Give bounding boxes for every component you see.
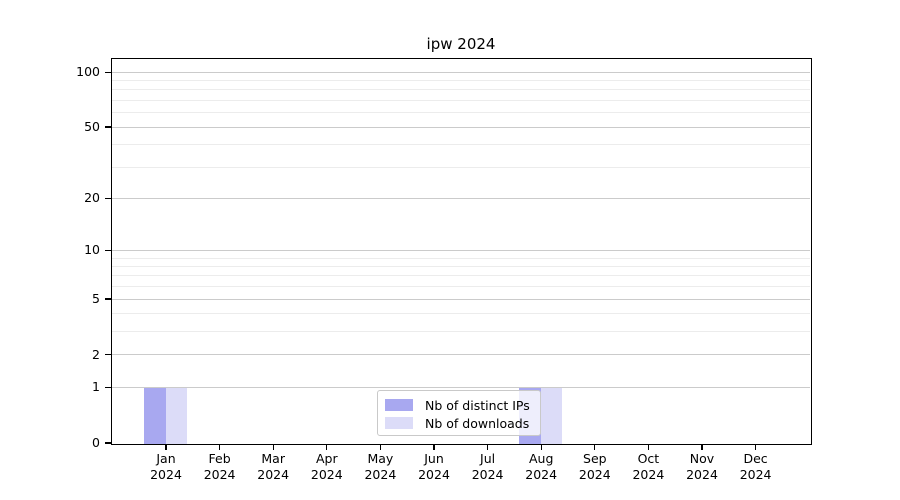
y-tick-label: 0 xyxy=(92,435,100,450)
major-gridline xyxy=(111,71,810,73)
minor-gridline xyxy=(111,313,810,315)
x-tick xyxy=(326,444,328,450)
y-tick-label: 100 xyxy=(76,64,100,80)
x-tick-label: Jul 2024 xyxy=(471,451,504,482)
minor-gridline xyxy=(111,89,810,91)
minor-gridline xyxy=(111,166,810,168)
y-tick-label: 1 xyxy=(92,379,100,395)
major-gridline xyxy=(111,386,810,388)
x-tick xyxy=(754,444,757,450)
y-tick xyxy=(104,442,111,444)
x-tick-label: Mar 2024 xyxy=(257,451,290,482)
minor-gridline xyxy=(111,275,810,277)
x-tick-label: Jan 2024 xyxy=(150,451,182,482)
x-tick-label: Dec 2024 xyxy=(739,451,772,482)
x-tick-label: Jun 2024 xyxy=(418,451,450,482)
y-tick-label: 20 xyxy=(84,190,100,206)
minor-gridline xyxy=(111,331,810,333)
x-tick xyxy=(218,444,221,450)
major-gridline xyxy=(111,197,810,199)
x-tick xyxy=(540,444,542,450)
x-tick-label: Oct 2024 xyxy=(632,451,665,482)
x-tick-label: Apr 2024 xyxy=(310,451,343,482)
x-tick xyxy=(433,444,435,450)
major-gridline xyxy=(111,249,810,251)
bar-downloads-aug xyxy=(540,387,563,444)
minor-gridline xyxy=(111,144,810,146)
major-gridline xyxy=(111,126,810,128)
legend-label-downloads: Nb of downloads xyxy=(425,415,530,431)
x-tick xyxy=(165,444,167,450)
x-tick xyxy=(272,444,274,450)
minor-gridline xyxy=(111,257,810,259)
legend-entry-downloads: Nb of downloads xyxy=(378,414,540,432)
y-tick xyxy=(104,298,111,300)
legend: Nb of distinct IPs Nb of downloads xyxy=(377,390,541,436)
legend-swatch-downloads xyxy=(385,417,413,429)
major-gridline xyxy=(111,354,810,356)
minor-gridline xyxy=(111,100,810,102)
y-tick-label: 5 xyxy=(92,291,100,307)
y-tick xyxy=(104,126,111,128)
minor-gridline xyxy=(111,112,810,114)
x-tick-label: Feb 2024 xyxy=(203,451,236,482)
y-tick-label: 50 xyxy=(84,119,100,135)
bar-distinct-ips-jan xyxy=(144,387,166,444)
bar-downloads-jan xyxy=(165,387,187,444)
minor-gridline xyxy=(111,286,810,288)
x-tick-label: Sep 2024 xyxy=(578,451,611,482)
y-tick xyxy=(104,71,111,73)
y-tick-label: 2 xyxy=(92,346,100,362)
x-tick-label: Aug 2024 xyxy=(525,451,558,482)
x-tick xyxy=(647,444,650,450)
y-tick xyxy=(104,386,111,388)
x-tick-label: Nov 2024 xyxy=(686,451,718,482)
y-tick xyxy=(104,249,111,252)
y-tick xyxy=(104,197,111,200)
minor-gridline xyxy=(111,265,810,267)
legend-entry-distinct-ips: Nb of distinct IPs xyxy=(378,396,540,414)
plot-area xyxy=(110,57,812,445)
y-tick-label: 10 xyxy=(84,242,100,258)
legend-swatch-distinct-ips xyxy=(385,399,413,411)
legend-label-distinct-ips: Nb of distinct IPs xyxy=(425,397,530,413)
minor-gridline xyxy=(111,80,810,82)
major-gridline xyxy=(111,298,810,300)
x-tick xyxy=(486,444,489,450)
y-tick xyxy=(104,354,111,356)
chart-title: ipw 2024 xyxy=(426,35,496,53)
x-tick-label: May 2024 xyxy=(364,451,397,482)
x-tick xyxy=(379,444,382,450)
x-tick xyxy=(594,444,596,450)
x-tick xyxy=(701,444,703,450)
